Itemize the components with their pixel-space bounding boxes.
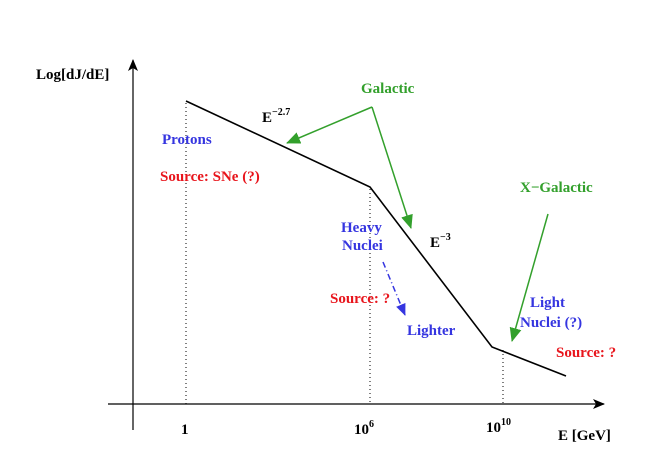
x-tick-label: 106 [354,419,374,438]
x-axis-label: E [GeV] [558,428,611,444]
galactic-label: Galactic [361,81,415,97]
lighter-label: Lighter [407,323,456,339]
base: 10 [354,422,369,438]
base: E [430,235,440,251]
light-label: Nuclei (?) [520,315,582,331]
source-label: Source: ? [330,291,390,307]
guides [185,103,504,404]
base: E [262,110,272,126]
exponent: −2.7 [272,107,290,118]
slope-label: E−2.7 [262,107,290,126]
base: 10 [486,420,501,436]
y-axis-label: Log[dJ/dE] [36,67,109,83]
protons-label: Protons [162,132,212,148]
exponent: −3 [440,232,451,243]
x-tick-label: 1 [181,422,189,438]
spectrum [185,100,567,377]
light-label: Light [530,295,565,311]
x-tick-label: 1010 [486,417,511,436]
arrow [382,261,406,316]
exponent: 6 [369,419,374,430]
exponent: 10 [501,417,511,428]
x-galactic-label: X−Galactic [520,180,593,196]
source-label: Source: ? [556,345,616,361]
arrow [509,213,549,342]
heavy-label: Nuclei [342,238,383,254]
arrows [286,106,549,342]
heavy-label: Heavy [341,220,382,236]
slope-label: E−3 [430,232,451,251]
source-label: Source: SNe (?) [160,169,260,185]
arrow [371,106,413,229]
axes [108,59,605,430]
arrow [286,106,373,144]
